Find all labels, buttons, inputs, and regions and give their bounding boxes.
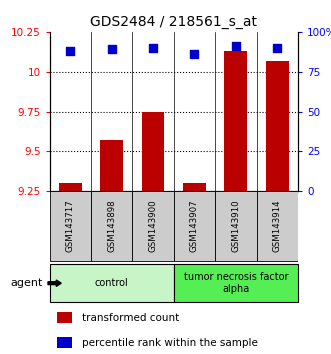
Text: GSM143910: GSM143910	[231, 200, 240, 252]
Text: GSM143898: GSM143898	[107, 200, 116, 252]
Title: GDS2484 / 218561_s_at: GDS2484 / 218561_s_at	[90, 16, 257, 29]
Text: tumor necrosis factor
alpha: tumor necrosis factor alpha	[184, 272, 288, 294]
Bar	[50, 191, 91, 261]
Bar	[57, 337, 72, 348]
Bar	[142, 112, 165, 191]
Bar	[174, 264, 298, 302]
Bar	[132, 191, 174, 261]
Bar	[215, 191, 257, 261]
Point	[150, 45, 156, 51]
Text: GSM143900: GSM143900	[149, 200, 158, 252]
Point	[109, 47, 115, 52]
Point	[233, 44, 238, 49]
Bar	[174, 191, 215, 261]
Point	[192, 51, 197, 57]
Bar	[100, 140, 123, 191]
Bar	[224, 51, 247, 191]
Bar	[257, 191, 298, 261]
Point	[68, 48, 73, 54]
Point	[274, 45, 280, 51]
Text: transformed count: transformed count	[82, 313, 179, 323]
Bar	[59, 183, 82, 191]
Bar	[57, 312, 72, 323]
Text: control: control	[95, 278, 128, 288]
Text: GSM143914: GSM143914	[273, 200, 282, 252]
Bar	[91, 191, 132, 261]
Text: agent: agent	[11, 278, 43, 288]
Bar	[266, 61, 289, 191]
Text: GSM143717: GSM143717	[66, 199, 75, 252]
Text: percentile rank within the sample: percentile rank within the sample	[82, 338, 258, 348]
Bar	[50, 264, 174, 302]
Text: GSM143907: GSM143907	[190, 200, 199, 252]
Bar	[183, 183, 206, 191]
